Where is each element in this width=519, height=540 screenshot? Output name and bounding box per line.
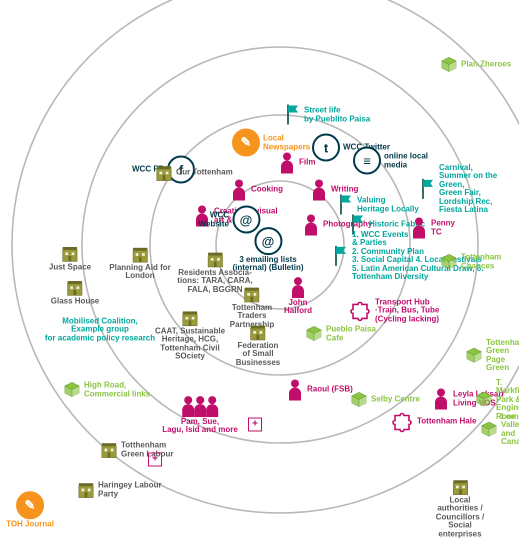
concentric-rings: [0, 0, 519, 540]
